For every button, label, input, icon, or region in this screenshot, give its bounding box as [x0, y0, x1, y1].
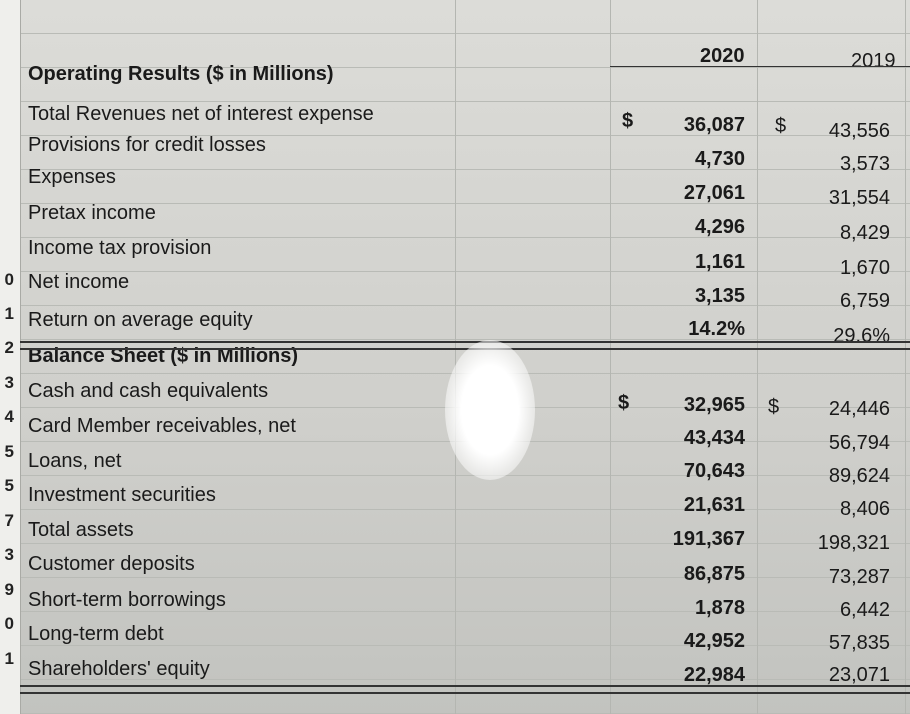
cell-2019-equity[interactable]: 23,071 — [828, 664, 890, 686]
cell-2020-loans[interactable]: 70,643 — [683, 460, 745, 482]
row-number[interactable]: 4 — [4, 407, 14, 426]
row-label-short-term[interactable]: Short-term borrowings — [28, 589, 226, 611]
row-number[interactable]: 2 — [4, 338, 14, 357]
row-label-long-term[interactable]: Long-term debt — [28, 623, 164, 645]
row-number[interactable]: 3 — [4, 373, 14, 392]
section-balance-sheet[interactable]: Balance Sheet ($ in Millions) — [28, 345, 299, 367]
row-number[interactable]: 1 — [4, 304, 14, 323]
currency-symbol: $ — [618, 392, 630, 414]
row-number[interactable]: 3 — [4, 545, 14, 564]
cell-2020-total-assets[interactable]: 191,367 — [672, 528, 745, 550]
row-label-cash[interactable]: Cash and cash equivalents — [28, 380, 269, 402]
cell-2020-equity[interactable]: 22,984 — [683, 664, 745, 686]
row-number[interactable]: 9 — [4, 580, 14, 599]
cell-2019-loans[interactable]: 89,624 — [828, 465, 890, 487]
row-label-investments[interactable]: Investment securities — [28, 484, 216, 506]
row-label-pretax-income[interactable]: Pretax income — [28, 202, 156, 224]
cell-2020-roe[interactable]: 14.2% — [688, 318, 745, 340]
camera-glare — [445, 340, 535, 480]
row-label-income-tax[interactable]: Income tax provision — [28, 237, 212, 259]
cell-2019-provisions[interactable]: 3,573 — [839, 153, 890, 175]
row-label-deposits[interactable]: Customer deposits — [28, 553, 195, 575]
cell-2020-cash[interactable]: 32,965 — [683, 394, 745, 416]
cell-2019-cash[interactable]: 24,446 — [828, 398, 890, 420]
cell-2020-long-term[interactable]: 42,952 — [683, 630, 745, 652]
header-2020[interactable]: 2020 — [700, 45, 745, 67]
cell-2020-investments[interactable]: 21,631 — [683, 494, 745, 516]
row-number[interactable]: 1 — [4, 649, 14, 668]
cell-2020-pretax[interactable]: 4,296 — [694, 216, 745, 238]
cell-2019-investments[interactable]: 8,406 — [839, 498, 890, 520]
row-number[interactable]: 5 — [4, 476, 14, 495]
section-double-rule — [20, 341, 910, 350]
cell-2019-tax[interactable]: 1,670 — [839, 257, 890, 279]
section-operating-results[interactable]: Operating Results ($ in Millions) — [28, 63, 334, 85]
cell-2019-net-income[interactable]: 6,759 — [839, 290, 890, 312]
row-label-total-assets[interactable]: Total assets — [28, 519, 134, 541]
row-number-gutter: 0 1 2 3 4 5 5 7 3 9 0 1 — [0, 0, 21, 714]
currency-symbol: $ — [622, 110, 634, 132]
cell-2020-short-term[interactable]: 1,878 — [694, 597, 745, 619]
cell-2020-expenses[interactable]: 27,061 — [683, 182, 745, 204]
cell-2019-pretax[interactable]: 8,429 — [839, 222, 890, 244]
cell-2019-short-term[interactable]: 6,442 — [839, 599, 890, 621]
header-underline — [610, 66, 910, 67]
cell-2020-deposits[interactable]: 86,875 — [683, 563, 745, 585]
cell-2020-total-revenues[interactable]: 36,087 — [683, 114, 745, 136]
currency-symbol: $ — [775, 115, 787, 137]
bottom-double-rule — [20, 685, 910, 694]
cell-2020-receivables[interactable]: 43,434 — [683, 427, 745, 449]
row-label-expenses[interactable]: Expenses — [28, 166, 116, 188]
column-divider — [905, 0, 906, 714]
column-divider — [455, 0, 456, 714]
row-number[interactable]: 0 — [4, 614, 14, 633]
cell-2019-total-assets[interactable]: 198,321 — [817, 532, 890, 554]
row-label-loans[interactable]: Loans, net — [28, 450, 122, 472]
currency-symbol: $ — [768, 396, 780, 418]
cell-2019-expenses[interactable]: 31,554 — [828, 187, 890, 209]
cell-2019-deposits[interactable]: 73,287 — [828, 566, 890, 588]
column-divider — [757, 0, 758, 714]
cell-2020-net-income[interactable]: 3,135 — [694, 285, 745, 307]
row-label-total-revenues[interactable]: Total Revenues net of interest expense — [28, 103, 374, 125]
row-number[interactable]: 0 — [4, 270, 14, 289]
cell-2019-long-term[interactable]: 57,835 — [828, 632, 890, 654]
header-2019[interactable]: 2019 — [851, 50, 896, 72]
row-label-provisions[interactable]: Provisions for credit losses — [28, 134, 266, 156]
row-label-equity[interactable]: Shareholders' equity — [28, 658, 210, 680]
row-label-receivables[interactable]: Card Member receivables, net — [28, 415, 296, 437]
row-number[interactable]: 7 — [4, 511, 14, 530]
column-divider — [610, 0, 611, 714]
row-label-roe[interactable]: Return on average equity — [28, 309, 253, 331]
row-number[interactable]: 5 — [4, 442, 14, 461]
cell-2020-tax[interactable]: 1,161 — [694, 251, 745, 273]
cell-2019-total-revenues[interactable]: 43,556 — [828, 120, 890, 142]
row-label-net-income[interactable]: Net income — [28, 271, 130, 293]
cell-2019-receivables[interactable]: 56,794 — [828, 432, 890, 454]
cell-2020-provisions[interactable]: 4,730 — [694, 148, 745, 170]
